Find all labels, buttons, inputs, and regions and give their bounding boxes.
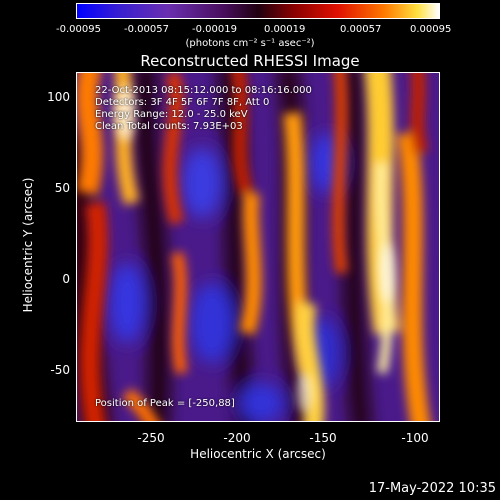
x-tick-label: -150 [309,431,337,445]
x-axis-label: Heliocentric X (arcsec) [190,447,326,461]
overlay-total-counts: Clean Total counts: 7.93E+03 [95,121,243,132]
timestamp: 17-May-2022 10:35 [368,481,496,496]
overlay-time-range: 22-Oct-2013 08:15:12.000 to 08:16:16.000 [95,85,312,96]
colorbar-tick: 0.00095 [410,24,452,35]
y-tick-label: 100 [47,90,70,104]
overlay-peak-position: Position of Peak = [-250,88] [95,398,235,409]
x-tick-label: -200 [223,431,251,445]
y-tick-label: -50 [50,363,70,377]
x-tick-label: -100 [401,431,429,445]
x-tick-label: -250 [137,431,165,445]
overlay-energy-range: Energy Range: 12.0 - 25.0 keV [95,109,248,120]
colorbar-tick: 0.00057 [340,24,382,35]
y-tick-label: 50 [54,181,70,195]
colorbar [76,3,440,19]
overlay-detectors: Detectors: 3F 4F 5F 6F 7F 8F, Att 0 [95,97,270,108]
image-plot[interactable]: 22-Oct-2013 08:15:12.000 to 08:16:16.000… [76,72,440,422]
colorbar-tick: 0.00019 [264,24,306,35]
y-tick-label: 0 [62,272,70,286]
heatmap-image [77,73,439,421]
image-title: Reconstructed RHESSI Image [140,52,360,70]
y-axis-label: Heliocentric Y (arcsec) [21,177,35,313]
colorbar-tick: -0.00019 [192,24,237,35]
colorbar-tick: -0.00057 [124,24,169,35]
colorbar-units: (photons cm⁻² s⁻¹ asec⁻²) [185,38,315,49]
colorbar-tick: -0.00095 [56,24,101,35]
